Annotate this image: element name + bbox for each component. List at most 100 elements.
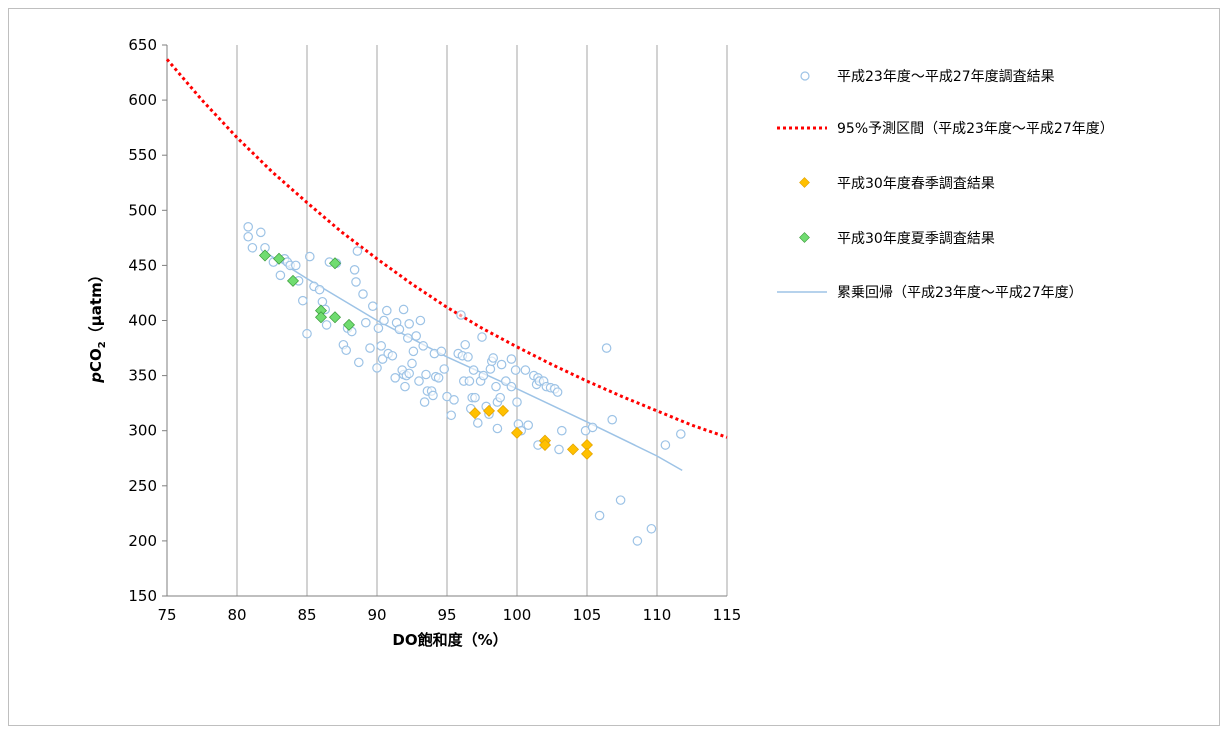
data-point-2011-2015: [478, 370, 489, 381]
data-point-2011-2015: [470, 392, 480, 403]
data-point-2011-2015: [463, 352, 473, 362]
data-point-2011-2015: [552, 387, 563, 397]
data-point-2011-2015: [500, 376, 511, 386]
data-point-2011-2015: [411, 331, 421, 341]
data-point-2018-spring: [483, 404, 495, 417]
data-point-2018-summer: [259, 249, 271, 262]
data-point-2011-2015: [377, 354, 388, 364]
y-tick-label: 150: [128, 587, 157, 605]
data-point-2018-summer: [273, 252, 285, 265]
legend-label-95-prediction-interval: 95%予測区間（平成23年度～平成27年度）: [837, 121, 1114, 137]
x-tick-label: 95: [437, 606, 456, 624]
x-tick-label: 115: [713, 606, 742, 624]
data-point-2011-2015: [506, 381, 517, 392]
data-point-2011-2015: [387, 350, 398, 361]
x-tick-label: 100: [503, 606, 532, 624]
prediction-interval-line: [165, 58, 728, 439]
data-point-2011-2015: [302, 328, 312, 339]
x-tick-label: 90: [367, 606, 386, 624]
data-point-2011-2015: [321, 320, 332, 330]
y-tick-label: 600: [128, 91, 157, 109]
data-point-2018-spring: [497, 404, 509, 417]
chart-frame: 75 80 85 90 95 100 105 110 115 150 200 250 300 350 400…: [8, 8, 1220, 726]
legend-label-power-regression: 累乗回帰（平成23年度～平成27年度）: [837, 284, 1083, 301]
x-tick-label: 85: [297, 606, 316, 624]
y-tick-label: 650: [128, 36, 157, 54]
data-point-2011-2015: [446, 410, 456, 421]
data-point-2011-2015: [646, 523, 657, 534]
data-point-2011-2015: [408, 346, 419, 357]
data-point-2011-2015: [379, 315, 389, 326]
y-tick-label: 200: [128, 532, 157, 550]
data-point-2011-2015: [439, 364, 449, 374]
data-point-2018-summer: [287, 274, 299, 287]
y-tick-label: 450: [128, 256, 157, 274]
y-axis-title-main: CO: [87, 348, 105, 372]
y-axis-title-subscript: 2: [97, 341, 108, 348]
data-point-2018-summer: [329, 311, 341, 324]
data-point-2011-2015: [449, 395, 459, 405]
y-tick-label: 400: [128, 312, 157, 330]
data-point-2011-2015: [418, 341, 428, 351]
data-point-2011-2015: [495, 392, 505, 403]
data-point-2011-2015: [456, 310, 466, 320]
data-point-2011-2015: [275, 270, 286, 281]
tick-labels: 75 80 85 90 95 100 105 110 115 150 200 250 300 350 400…: [128, 36, 741, 624]
y-tick-label: 350: [128, 367, 157, 385]
y-tick-label: 300: [128, 422, 157, 440]
data-point-2011-2015: [660, 440, 671, 450]
data-point-2011-2015: [373, 323, 384, 334]
data-point-2018-summer: [315, 311, 327, 324]
data-point-2018-spring: [567, 443, 579, 456]
data-point-2011-2015: [372, 363, 382, 373]
legend-item-2011-2015-survey: 平成23年度～平成27年度調査結果: [800, 69, 1055, 85]
x-tick-label: 110: [643, 606, 672, 624]
data-point-2018-spring: [581, 447, 593, 460]
legend-marker-orange-diamond: [799, 177, 810, 188]
data-point-2011-2015: [390, 373, 400, 383]
legend-marker-open-circle: [800, 71, 810, 81]
data-point-2011-2015: [601, 343, 612, 353]
data-point-2011-2015: [594, 510, 605, 521]
x-tick-label: 75: [157, 606, 176, 624]
data-point-2011-2015: [477, 332, 487, 342]
data-point-2011-2015: [506, 354, 517, 364]
data-point-2011-2015: [464, 376, 475, 386]
y-axis-title-italic: p: [87, 372, 105, 384]
data-point-2011-2015: [290, 260, 301, 271]
plot-series: [165, 58, 728, 546]
x-tick-label: 80: [227, 606, 246, 624]
data-point-2011-2015: [428, 390, 438, 401]
data-point-2011-2015: [587, 422, 598, 433]
data-point-2011-2015: [341, 345, 351, 356]
data-point-2018-spring: [469, 407, 481, 420]
regression-line: [264, 251, 683, 472]
data-point-2011-2015: [402, 333, 413, 343]
data-point-2011-2015: [433, 373, 444, 383]
data-point-2011-2015: [488, 353, 498, 363]
data-point-2011-2015: [607, 414, 617, 425]
data-point-2011-2015: [404, 319, 414, 329]
data-point-2011-2015: [491, 381, 501, 392]
data-point-2011-2015: [404, 368, 414, 379]
data-point-2011-2015: [492, 423, 503, 434]
data-point-2011-2015: [349, 265, 360, 275]
data-point-2011-2015: [352, 246, 363, 256]
y-axis-title-unit: （µatm）: [87, 267, 105, 341]
y-tick-label: 500: [128, 201, 157, 219]
chart: 75 80 85 90 95 100 105 110 115 150 200 250 300 350 400…: [87, 36, 1114, 649]
data-point-2011-2015: [353, 357, 364, 368]
legend-marker-green-diamond: [799, 232, 810, 243]
data-point-2011-2015: [247, 242, 258, 253]
data-point-2011-2015: [485, 364, 496, 374]
legend-item-power-regression: 累乗回帰（平成23年度～平成27年度）: [777, 284, 1083, 301]
legend-item-2018-summer: 平成30年度夏季調査結果: [799, 231, 995, 247]
legend-label-2018-summer: 平成30年度夏季調査結果: [837, 231, 995, 247]
x-axis-title: DO飽和度（%）: [392, 631, 507, 649]
data-point-2011-2015: [510, 365, 521, 375]
data-point-2011-2015: [365, 343, 375, 353]
data-point-2011-2015: [415, 315, 426, 326]
data-point-2011-2015: [381, 305, 392, 316]
x-tick-label: 105: [573, 606, 602, 624]
data-point-2011-2015: [468, 365, 479, 375]
